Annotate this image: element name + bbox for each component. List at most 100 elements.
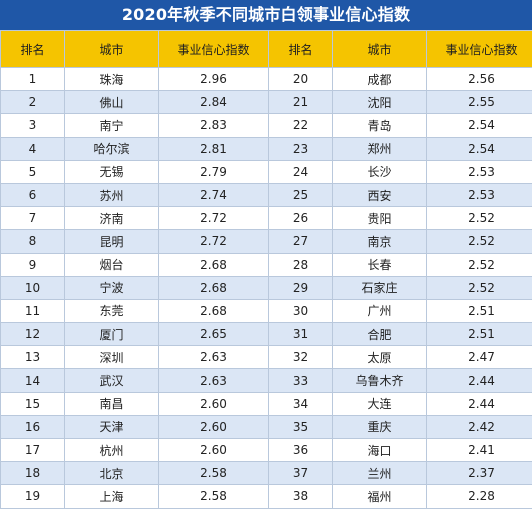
index-cell: 2.84: [159, 91, 269, 114]
index-cell: 2.79: [159, 160, 269, 183]
city-cell: 无锡: [65, 160, 159, 183]
rank-cell: 10: [1, 276, 65, 299]
rank-cell: 15: [1, 392, 65, 415]
rank-cell: 12: [1, 323, 65, 346]
index-cell: 2.58: [159, 485, 269, 508]
index-cell: 2.52: [427, 276, 532, 299]
rank-cell: 6: [1, 183, 65, 206]
rank-cell: 2: [1, 91, 65, 114]
index-cell: 2.60: [159, 392, 269, 415]
city-cell: 南宁: [65, 114, 159, 137]
city-cell: 东莞: [65, 299, 159, 322]
rank-cell: 22: [269, 114, 333, 137]
index-cell: 2.72: [159, 230, 269, 253]
city-cell: 武汉: [65, 369, 159, 392]
rank-cell: 21: [269, 91, 333, 114]
rank-cell: 20: [269, 68, 333, 91]
header-rank-left: 排名: [1, 31, 65, 68]
rank-cell: 14: [1, 369, 65, 392]
index-cell: 2.74: [159, 183, 269, 206]
index-cell: 2.81: [159, 137, 269, 160]
city-cell: 青岛: [333, 114, 427, 137]
city-cell: 乌鲁木齐: [333, 369, 427, 392]
index-cell: 2.68: [159, 299, 269, 322]
rank-cell: 24: [269, 160, 333, 183]
rank-cell: 19: [1, 485, 65, 508]
rank-cell: 26: [269, 207, 333, 230]
index-cell: 2.68: [159, 253, 269, 276]
city-cell: 上海: [65, 485, 159, 508]
rank-cell: 31: [269, 323, 333, 346]
rank-cell: 5: [1, 160, 65, 183]
index-cell: 2.41: [427, 439, 532, 462]
header-city-right: 城市: [333, 31, 427, 68]
city-cell: 长春: [333, 253, 427, 276]
city-cell: 珠海: [65, 68, 159, 91]
index-cell: 2.47: [427, 346, 532, 369]
city-cell: 南昌: [65, 392, 159, 415]
city-cell: 海口: [333, 439, 427, 462]
city-cell: 大连: [333, 392, 427, 415]
rank-cell: 16: [1, 415, 65, 438]
index-cell: 2.44: [427, 392, 532, 415]
city-cell: 济南: [65, 207, 159, 230]
index-cell: 2.44: [427, 369, 532, 392]
city-cell: 深圳: [65, 346, 159, 369]
rank-cell: 30: [269, 299, 333, 322]
header-index-right: 事业信心指数: [427, 31, 532, 68]
index-cell: 2.52: [427, 207, 532, 230]
rank-cell: 33: [269, 369, 333, 392]
rank-cell: 8: [1, 230, 65, 253]
rank-cell: 35: [269, 415, 333, 438]
index-cell: 2.37: [427, 462, 532, 485]
city-cell: 石家庄: [333, 276, 427, 299]
index-cell: 2.54: [427, 137, 532, 160]
rank-cell: 13: [1, 346, 65, 369]
rank-cell: 11: [1, 299, 65, 322]
city-cell: 南京: [333, 230, 427, 253]
index-cell: 2.51: [427, 299, 532, 322]
city-cell: 成都: [333, 68, 427, 91]
rank-cell: 28: [269, 253, 333, 276]
table-title: 2020年秋季不同城市白领事业信心指数: [0, 0, 532, 30]
city-cell: 郑州: [333, 137, 427, 160]
index-cell: 2.53: [427, 160, 532, 183]
rank-cell: 25: [269, 183, 333, 206]
city-cell: 哈尔滨: [65, 137, 159, 160]
index-cell: 2.42: [427, 415, 532, 438]
index-cell: 2.63: [159, 346, 269, 369]
index-cell: 2.58: [159, 462, 269, 485]
index-cell: 2.63: [159, 369, 269, 392]
index-cell: 2.56: [427, 68, 532, 91]
city-cell: 杭州: [65, 439, 159, 462]
city-cell: 兰州: [333, 462, 427, 485]
index-cell: 2.55: [427, 91, 532, 114]
city-cell: 佛山: [65, 91, 159, 114]
index-cell: 2.72: [159, 207, 269, 230]
index-cell: 2.68: [159, 276, 269, 299]
index-cell: 2.54: [427, 114, 532, 137]
rank-cell: 23: [269, 137, 333, 160]
index-cell: 2.65: [159, 323, 269, 346]
city-cell: 厦门: [65, 323, 159, 346]
index-cell: 2.53: [427, 183, 532, 206]
city-cell: 合肥: [333, 323, 427, 346]
city-cell: 昆明: [65, 230, 159, 253]
rank-cell: 17: [1, 439, 65, 462]
